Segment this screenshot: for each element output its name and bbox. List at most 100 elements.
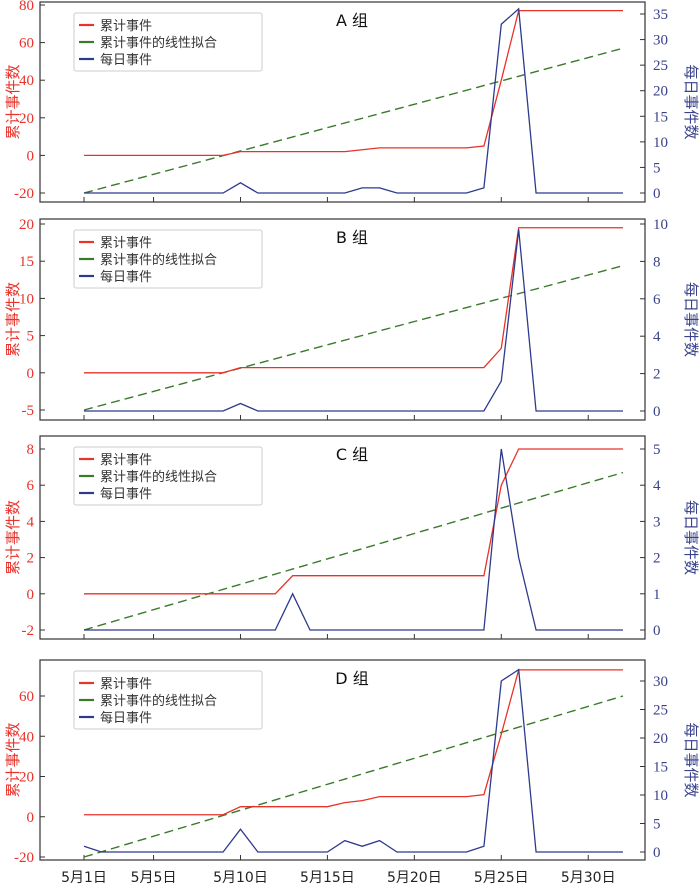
left-y-tick-label: 15	[19, 254, 34, 270]
x-tick-label: 5月15日	[300, 870, 355, 885]
left-y-tick-label: 60	[19, 36, 34, 52]
legend-label: 累计事件	[100, 236, 152, 251]
right-y-tick-label: 35	[653, 7, 668, 23]
legend-box	[73, 229, 263, 289]
panel-c: -2 0 2 4 6 8 0 1 2 3 4 5 累计事件数 每日事件数 累计事件累计事件的线性拟合每日事件…	[4, 435, 700, 640]
right-y-tick-label: 6	[653, 292, 661, 308]
right-y-tick-label: 30	[653, 33, 668, 49]
series-cumulative	[84, 448, 623, 595]
right-y-tick-label: 5	[653, 160, 661, 176]
right-y-axis-label: 每日事件数	[682, 282, 700, 357]
series-daily	[84, 448, 623, 631]
series-daily	[84, 7, 623, 194]
legend-box	[73, 670, 263, 730]
left-y-tick-label: 0	[27, 587, 35, 603]
right-y-tick-label: 0	[653, 623, 661, 639]
panel-title: D 组	[335, 669, 368, 688]
plot-frame	[39, 435, 646, 640]
series-cumulative	[84, 669, 623, 816]
right-y-tick-label: 15	[653, 760, 668, 776]
right-y-tick-label: 1	[653, 587, 661, 603]
series-linear-fit	[83, 47, 624, 194]
left-y-tick-label: 8	[27, 442, 35, 458]
right-y-tick-label: 2	[653, 551, 661, 567]
series-linear-fit	[83, 471, 624, 631]
left-y-tick-label: -5	[22, 403, 35, 419]
left-y-tick-label: -2	[22, 623, 35, 639]
plot-frame	[39, 218, 646, 421]
legend-label: 累计事件	[100, 677, 152, 692]
right-y-tick-label: 2	[653, 367, 661, 383]
left-y-tick-label: -20	[14, 850, 34, 866]
right-y-tick-label: 25	[653, 703, 668, 719]
right-y-axis-label: 每日事件数	[682, 722, 700, 797]
left-y-tick-label: 6	[27, 478, 35, 494]
left-y-tick-label: 5	[27, 329, 35, 345]
left-y-tick-label: 4	[27, 514, 35, 530]
left-y-axis-label: 累计事件数	[4, 722, 22, 797]
legend-label: 累计事件的线性拟合	[100, 469, 217, 485]
left-y-tick-label: 0	[27, 148, 35, 164]
legend-label: 累计事件的线性拟合	[100, 693, 217, 709]
legend-label: 累计事件	[100, 453, 152, 468]
left-y-axis-label: 累计事件数	[4, 64, 22, 139]
left-y-axis-label: 累计事件数	[4, 282, 22, 357]
plot-frame	[39, 659, 646, 861]
right-y-tick-label: 25	[653, 58, 668, 74]
series-cumulative	[84, 9, 623, 157]
left-y-tick-label: 40	[19, 73, 34, 89]
legend-label: 每日事件	[100, 269, 152, 285]
x-tick-label: 5月20日	[387, 870, 442, 885]
right-y-tick-label: 15	[653, 109, 668, 125]
legend-box	[73, 12, 263, 72]
series-linear-fit	[83, 264, 624, 411]
series-cumulative	[84, 227, 623, 374]
right-y-tick-label: 8	[653, 254, 661, 270]
x-tick-label: 5月1日	[61, 870, 107, 885]
right-y-tick-label: 4	[653, 478, 661, 494]
series-linear-fit	[83, 695, 624, 858]
legend-box	[73, 446, 263, 506]
right-y-tick-label: 5	[653, 817, 661, 833]
right-y-tick-label: 0	[653, 845, 661, 861]
series-daily	[83, 668, 623, 853]
left-y-tick-label: 0	[27, 810, 35, 826]
right-y-tick-label: 20	[653, 731, 668, 747]
legend-label: 累计事件的线性拟合	[100, 252, 217, 268]
right-y-tick-label: 3	[653, 514, 661, 530]
left-y-tick-label: -20	[14, 186, 34, 202]
legend-label: 累计事件	[100, 19, 152, 34]
right-y-tick-label: 10	[653, 135, 668, 151]
right-y-tick-label: 20	[653, 84, 668, 100]
left-y-tick-label: 60	[19, 689, 34, 705]
right-y-axis-label: 每日事件数	[682, 500, 700, 575]
legend-label: 每日事件	[100, 486, 152, 502]
right-y-axis-label: 每日事件数	[682, 64, 700, 139]
left-y-axis-label: 累计事件数	[4, 500, 22, 575]
legend-label: 每日事件	[100, 710, 152, 726]
left-y-tick-label: 40	[19, 729, 34, 745]
series-daily	[84, 229, 623, 412]
panel-title: C 组	[336, 445, 368, 464]
x-tick-label: 5月5日	[131, 870, 177, 885]
right-y-tick-label: 10	[653, 217, 668, 233]
left-y-tick-label: 10	[19, 291, 34, 307]
left-y-tick-label: 0	[27, 366, 35, 382]
x-tick-label: 5月25日	[474, 870, 529, 885]
legend-label: 累计事件的线性拟合	[100, 35, 217, 51]
right-y-tick-label: 5	[653, 442, 661, 458]
right-y-tick-label: 4	[653, 329, 661, 345]
panel-title: B 组	[336, 228, 368, 247]
x-tick-label: 5月30日	[561, 870, 616, 885]
left-y-tick-label: 20	[19, 217, 34, 233]
left-y-tick-label: 20	[19, 111, 34, 127]
right-y-tick-label: 0	[653, 404, 661, 420]
right-y-tick-label: 0	[653, 186, 661, 202]
right-y-tick-label: 10	[653, 788, 668, 804]
